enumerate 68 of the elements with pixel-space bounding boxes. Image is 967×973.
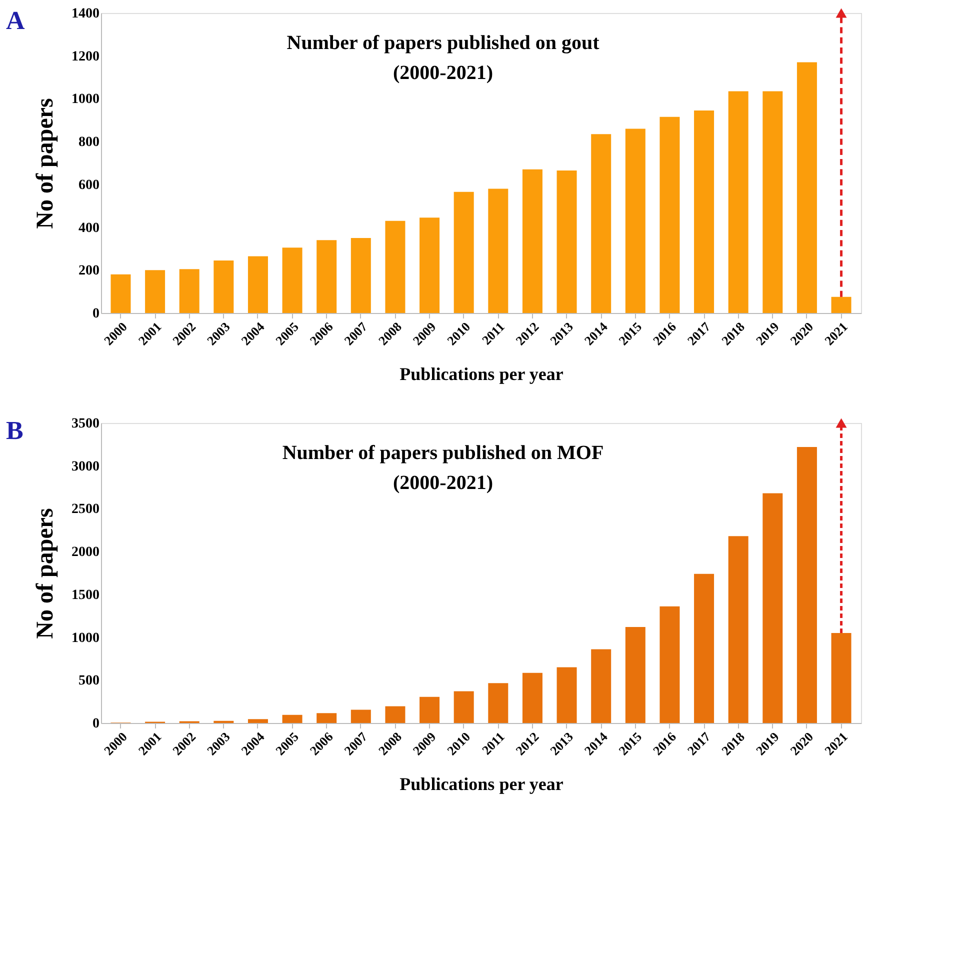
bar: [248, 719, 268, 723]
bar: [145, 270, 166, 313]
bar: [522, 169, 542, 313]
bar: [522, 672, 542, 723]
bar: [488, 188, 508, 313]
bar: [831, 296, 852, 313]
bar: [762, 493, 783, 723]
bar: [385, 706, 406, 723]
y-tick-label: 2500: [72, 502, 100, 518]
y-tick-label: 1200: [72, 49, 100, 64]
bar: [316, 713, 337, 723]
bar: [660, 116, 680, 313]
y-tick-label: 600: [78, 178, 100, 193]
bar: [385, 220, 406, 313]
y-tick-label: 0: [92, 716, 100, 732]
bar: [248, 256, 268, 313]
y-tick-label: 3000: [72, 459, 100, 474]
bar: [350, 710, 371, 723]
x-axis-title: Publications per year: [400, 774, 564, 794]
bar: [728, 536, 748, 723]
y-tick-label: 500: [78, 674, 100, 689]
bar: [316, 240, 337, 313]
y-tick-label: 0: [92, 306, 100, 322]
x-tick-label: 2011: [478, 319, 508, 348]
y-tick-label: 1000: [72, 92, 100, 108]
bar: [796, 62, 817, 313]
bar: [214, 260, 234, 313]
y-tick-label: 200: [78, 264, 100, 279]
bar: [556, 170, 577, 313]
y-tick-label: 800: [78, 135, 100, 150]
y-tick-label: 400: [78, 220, 100, 236]
bar: [488, 683, 508, 723]
bar: [728, 91, 748, 313]
bar: [591, 134, 612, 313]
bar: [282, 714, 302, 723]
bar: [350, 238, 371, 313]
text: (2000-2021): [393, 62, 493, 84]
bar: [454, 192, 474, 313]
x-tick-label: 2011: [478, 729, 508, 758]
y-axis-title: No of papers: [32, 98, 58, 229]
bar: [831, 633, 852, 723]
bar: [625, 627, 646, 723]
bar: [591, 649, 612, 723]
bar: [420, 218, 440, 313]
bar: [694, 574, 714, 723]
bar: [694, 110, 714, 313]
bar: [660, 606, 680, 723]
x-axis-title: Publications per year: [400, 364, 564, 384]
y-tick-label: 2000: [72, 545, 100, 560]
y-tick-label: 1500: [72, 588, 100, 603]
y-tick-label: 1400: [72, 6, 100, 22]
bar: [420, 696, 440, 723]
text: Number of papers published on MOF: [282, 442, 604, 464]
bar: [454, 691, 474, 723]
bar: [762, 91, 783, 313]
y-tick-label: 3500: [72, 416, 100, 432]
bar: [625, 128, 646, 313]
y-tick-label: 1000: [72, 630, 100, 646]
text: A: [6, 6, 25, 35]
text: Number of papers published on gout: [286, 32, 600, 54]
bar: [110, 274, 131, 313]
text: B: [6, 416, 24, 445]
bar: [282, 248, 302, 313]
bar: [556, 667, 577, 723]
y-axis-title: No of papers: [32, 508, 58, 639]
text: (2000-2021): [393, 472, 493, 494]
bar: [796, 447, 817, 723]
bar: [179, 269, 200, 313]
